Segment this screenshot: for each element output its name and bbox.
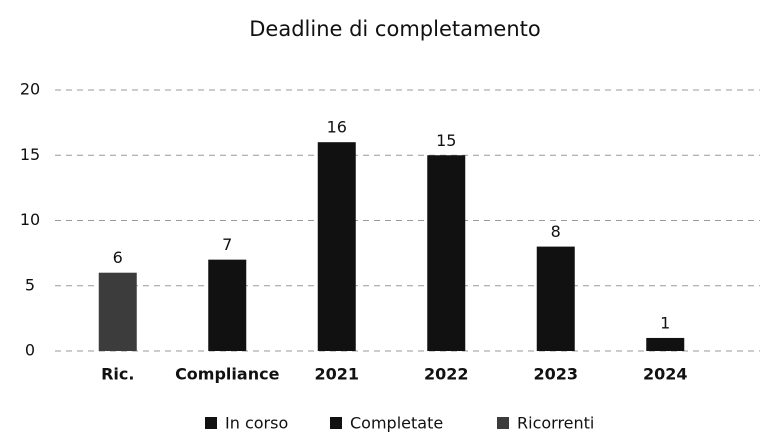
legend-swatch [330,417,342,429]
x-tick-label: Ric. [101,365,134,384]
x-tick-label: 2023 [533,365,578,384]
data-label: 16 [327,118,347,137]
data-label: 6 [113,248,123,267]
bar [536,246,575,351]
bar [98,272,137,351]
y-tick-label: 0 [25,341,35,360]
bar [208,259,247,351]
data-label: 1 [660,313,670,332]
legend-label: Completate [350,414,443,433]
bar [427,155,466,351]
x-tick-label: Compliance [175,365,280,384]
bar [646,337,685,351]
y-tick-label: 10 [20,210,40,229]
legend-swatch [497,417,509,429]
legend-label: In corso [225,414,288,433]
x-tick-label: 2024 [643,365,688,384]
data-label: 8 [551,222,561,241]
data-label: 7 [222,235,232,254]
legend-label: Ricorrenti [517,414,594,433]
legend-swatch [205,417,217,429]
data-label: 15 [436,131,456,150]
chart-title: Deadline di completamento [249,17,541,41]
x-tick-label: 2022 [424,365,469,384]
y-tick-label: 5 [25,275,35,294]
bar [317,142,356,351]
y-tick-label: 20 [20,80,40,99]
y-tick-label: 15 [20,145,40,164]
x-tick-label: 2021 [314,365,359,384]
